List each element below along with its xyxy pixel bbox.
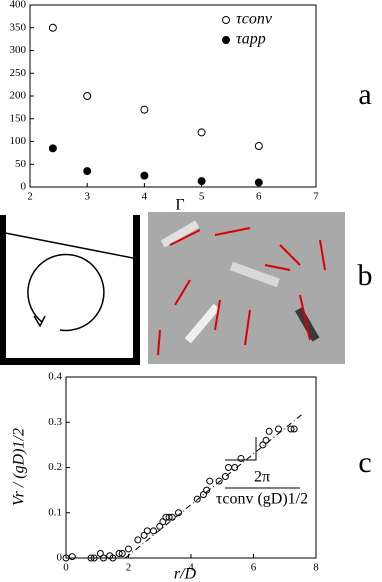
x-axis-label: r/D <box>174 566 197 582</box>
x-tick-label: 4 <box>142 191 148 203</box>
slope-label: τconv (gD)1/2 <box>216 491 308 508</box>
x-axis-label: Γ <box>175 197 184 214</box>
x-tick-label: 8 <box>313 562 319 574</box>
x-tick-label: 6 <box>256 191 262 203</box>
point <box>225 464 232 471</box>
point <box>118 549 126 557</box>
y-tick-label: 150 <box>10 112 27 124</box>
slope-triangle <box>225 437 257 461</box>
point <box>90 554 98 562</box>
y-tick-label: 50 <box>15 158 27 170</box>
point <box>115 549 123 557</box>
y-tick-label: 400 <box>10 0 27 11</box>
point <box>48 23 57 32</box>
y-axis-label: Vr / (gD)1/2 <box>11 428 28 506</box>
point <box>62 554 70 562</box>
point <box>83 167 92 176</box>
point <box>125 545 132 553</box>
point <box>175 509 182 517</box>
point <box>287 425 295 433</box>
point <box>165 513 173 521</box>
point <box>150 527 157 535</box>
point <box>87 554 95 562</box>
point <box>237 454 245 462</box>
point <box>290 425 298 433</box>
point <box>203 486 211 494</box>
y-tick-label: 0.3 <box>48 416 62 428</box>
x-tick-label: 2 <box>126 562 132 574</box>
point <box>206 477 214 485</box>
point <box>134 536 142 544</box>
plot-frame <box>29 4 317 188</box>
point <box>265 427 273 435</box>
point <box>197 177 206 186</box>
point <box>275 425 282 433</box>
y-tick-label: 0 <box>21 181 27 193</box>
x-tick-label: 5 <box>199 191 205 203</box>
x-tick-label: 7 <box>313 191 319 203</box>
point <box>140 171 149 180</box>
y-tick-label: 350 <box>10 21 27 33</box>
point <box>254 142 263 151</box>
point <box>254 178 263 187</box>
diagram <box>0 215 140 365</box>
plot-frame <box>65 376 317 559</box>
legend-label: τapp <box>236 31 266 48</box>
x-tick-label: 2 <box>27 191 33 203</box>
x-tick-label: 3 <box>84 191 90 203</box>
y-tick-label: 250 <box>10 67 27 79</box>
point <box>221 473 229 481</box>
point <box>231 464 239 471</box>
fit-line <box>125 412 304 559</box>
point <box>48 144 57 153</box>
point <box>168 513 176 521</box>
y-tick-label: 200 <box>10 90 27 102</box>
y-tick-label: 0.4 <box>48 371 62 383</box>
x-tick-label: 6 <box>251 562 257 574</box>
y-tick-label: 0.2 <box>48 461 62 473</box>
photo <box>148 212 345 364</box>
point <box>140 105 149 114</box>
point <box>262 436 270 444</box>
y-tick-label: 0 <box>57 552 63 564</box>
point <box>83 92 92 100</box>
slope-label: 2π <box>254 469 270 486</box>
point <box>68 553 76 561</box>
legend-marker <box>222 36 230 44</box>
panel-label: b <box>358 259 373 292</box>
point <box>193 495 201 503</box>
panel-label: a <box>358 78 371 111</box>
legend-marker <box>222 16 230 24</box>
point <box>197 128 206 137</box>
point <box>109 554 117 562</box>
y-tick-label: 300 <box>10 44 27 56</box>
point <box>143 527 151 535</box>
panel-label: c <box>358 446 371 479</box>
point <box>100 554 107 562</box>
y-tick-label: 100 <box>10 135 27 147</box>
y-tick-label: 0.1 <box>48 506 62 518</box>
point <box>215 477 223 485</box>
x-tick-label: 0 <box>63 562 69 574</box>
x-tick-label: 4 <box>188 562 194 574</box>
legend-label: τconv <box>236 11 273 28</box>
